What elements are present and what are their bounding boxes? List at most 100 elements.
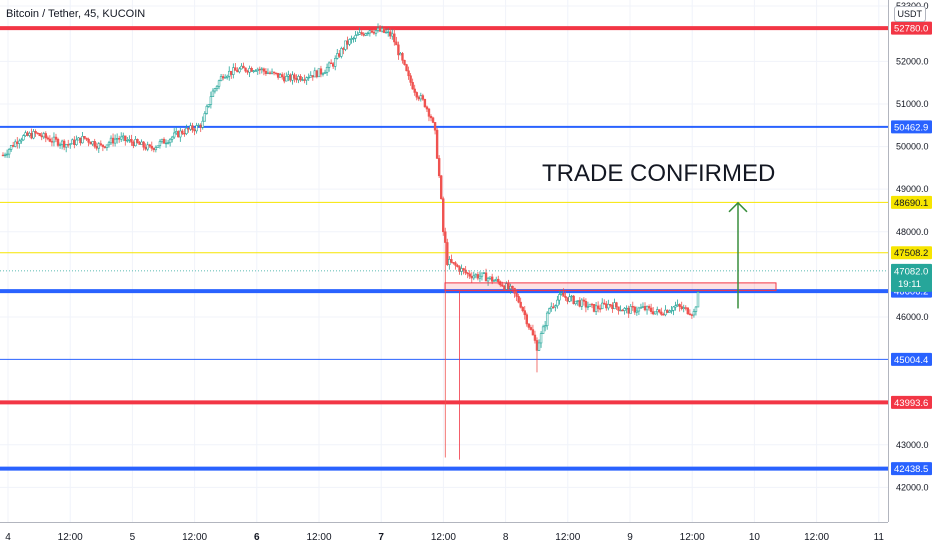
- candle: [686, 307, 690, 315]
- candle: [260, 67, 264, 74]
- candle: [183, 128, 186, 137]
- candle: [170, 135, 174, 143]
- candle: [570, 294, 573, 302]
- candle: [246, 69, 249, 75]
- candle: [195, 122, 198, 134]
- range-box[interactable]: [444, 282, 777, 292]
- candle: [289, 73, 292, 83]
- candle: [334, 55, 337, 71]
- candle: [79, 137, 82, 146]
- candle: [305, 76, 308, 85]
- candle: [325, 63, 329, 76]
- candle: [558, 290, 561, 305]
- candle: [99, 140, 103, 147]
- candle: [562, 288, 565, 297]
- candle: [584, 298, 588, 313]
- currency-label[interactable]: USDT: [893, 6, 926, 22]
- price-tag: 48690.1: [891, 195, 932, 209]
- candle: [556, 295, 559, 309]
- candle: [146, 141, 149, 152]
- candle: [81, 132, 84, 144]
- y-tick-label: 51000.0: [896, 99, 929, 109]
- x-axis-background: [0, 522, 932, 550]
- svg-text:45004.4: 45004.4: [894, 355, 928, 366]
- candle: [495, 276, 498, 282]
- candle: [179, 128, 182, 142]
- candle: [395, 36, 398, 46]
- candle: [32, 128, 35, 140]
- x-tick-label: 8: [503, 532, 509, 543]
- candle: [162, 137, 166, 144]
- candle: [30, 128, 33, 140]
- x-tick-label: 5: [130, 532, 136, 543]
- svg-text:46606.2: 46606.2: [894, 287, 928, 298]
- candle: [415, 91, 418, 101]
- candle: [468, 270, 471, 279]
- candle: [658, 309, 661, 314]
- candle: [203, 111, 206, 122]
- candle: [238, 67, 241, 74]
- candle: [688, 309, 692, 316]
- candle: [278, 72, 282, 78]
- x-tick-label: 4: [5, 532, 11, 543]
- candle: [56, 137, 60, 148]
- annotation-text[interactable]: TRADE CONFIRMED: [542, 160, 775, 187]
- candle: [268, 70, 272, 75]
- candle: [52, 132, 56, 147]
- candle: [126, 136, 129, 143]
- candle: [470, 272, 473, 283]
- candle: [40, 132, 43, 141]
- candle: [446, 238, 449, 267]
- candle: [552, 303, 555, 309]
- svg-text:47508.2: 47508.2: [894, 248, 928, 259]
- y-tick-label: 42000.0: [896, 482, 929, 492]
- svg-text:50462.9: 50462.9: [894, 122, 928, 133]
- candle: [409, 73, 412, 86]
- candle: [439, 174, 443, 200]
- candle: [117, 135, 121, 143]
- candle: [36, 132, 39, 135]
- candle: [572, 294, 575, 305]
- candle: [537, 339, 541, 351]
- candle: [109, 135, 113, 145]
- x-tick-label: 12:00: [58, 532, 83, 543]
- candle: [142, 141, 145, 151]
- candle: [187, 127, 190, 133]
- candle: [437, 155, 441, 178]
- candle: [336, 48, 339, 60]
- candle: [519, 297, 522, 309]
- candle: [156, 145, 160, 148]
- y-axis[interactable]: 53300.052000.051000.050000.049000.048000…: [888, 0, 932, 550]
- candle: [185, 124, 188, 136]
- x-axis[interactable]: 4 12:00 5 12:00 6 12:00 7 12:00 8 12:00 9 12:00 10 12…: [0, 522, 932, 550]
- candle: [5, 149, 9, 158]
- candle: [399, 52, 402, 56]
- candle: [474, 273, 478, 279]
- candle: [621, 309, 624, 312]
- candle: [525, 312, 528, 327]
- candle: [234, 63, 237, 71]
- candle: [177, 130, 180, 138]
- x-tick-label: 12:00: [182, 532, 207, 543]
- candle: [462, 267, 465, 275]
- candle: [588, 303, 592, 307]
- candle: [71, 138, 74, 145]
- candle: [9, 144, 13, 152]
- candle: [448, 256, 451, 270]
- candle: [374, 30, 378, 37]
- candle: [594, 301, 598, 316]
- candle: [152, 147, 156, 153]
- candle: [293, 72, 296, 83]
- candle: [423, 98, 427, 108]
- candle: [590, 302, 594, 309]
- candle: [3, 152, 7, 158]
- candle: [676, 299, 679, 307]
- candle: [148, 143, 151, 148]
- candle: [651, 307, 655, 316]
- candle: [340, 46, 343, 59]
- candle: [173, 128, 176, 140]
- candle: [120, 132, 123, 143]
- candle: [515, 289, 518, 302]
- candle: [645, 305, 649, 315]
